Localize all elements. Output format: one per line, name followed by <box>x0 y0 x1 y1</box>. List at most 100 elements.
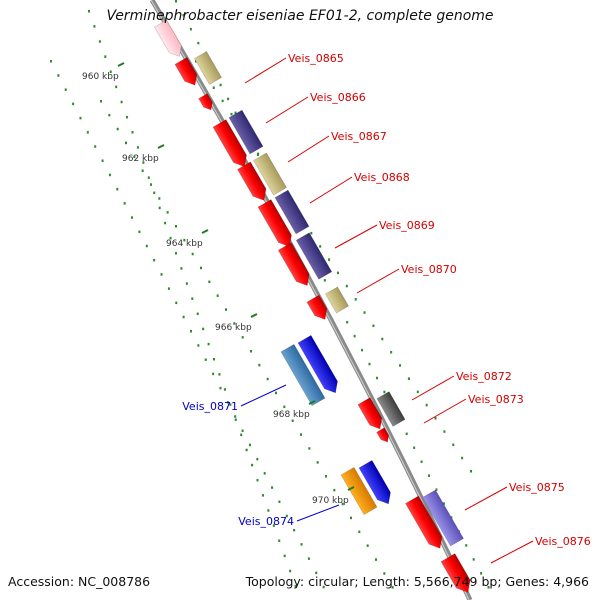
track-dot <box>153 191 156 195</box>
gene-label[interactable]: Veis_0868 <box>354 171 410 184</box>
gene-feature[interactable] <box>376 427 392 445</box>
track-dot <box>345 284 348 288</box>
gene-label[interactable]: Veis_0865 <box>288 52 344 65</box>
gene-feature[interactable] <box>440 553 475 597</box>
track-dot <box>72 102 75 106</box>
track-dot <box>234 418 237 421</box>
gene-feature[interactable] <box>212 119 251 171</box>
gene-feature[interactable] <box>228 109 264 155</box>
track-dot <box>126 115 129 119</box>
track-dot <box>131 216 134 219</box>
track-dot <box>368 362 371 366</box>
track-dot <box>174 252 177 255</box>
gene-feature[interactable] <box>277 242 313 289</box>
scale-tick-label: 968 kbp <box>273 410 310 420</box>
gene-label[interactable]: Veis_0869 <box>379 219 435 232</box>
track-dot <box>169 236 172 240</box>
gene-feature[interactable] <box>306 294 331 323</box>
gene-label[interactable]: Veis_0874 <box>238 515 294 528</box>
track-dot <box>267 509 270 512</box>
track-dot <box>381 337 384 341</box>
gene-feature[interactable] <box>154 19 185 60</box>
track-dot <box>248 443 251 447</box>
map-title: Verminephrobacter eiseniae EF01-2, compl… <box>106 8 494 24</box>
gene-feature[interactable] <box>274 189 310 235</box>
track-dot <box>425 403 428 407</box>
track-dot <box>145 244 148 248</box>
track-dot <box>200 266 202 270</box>
track-dot <box>182 315 185 319</box>
track-dot <box>487 586 490 589</box>
track-dot <box>191 297 194 300</box>
track-dot <box>341 502 344 506</box>
track-dot <box>116 187 119 191</box>
gene-feature[interactable] <box>376 391 406 427</box>
track-dot <box>399 364 402 367</box>
gene-label-leader <box>240 384 287 407</box>
gene-feature[interactable] <box>358 459 395 507</box>
track-dot <box>251 463 254 467</box>
track-dot <box>175 301 178 305</box>
track-dot <box>160 273 163 276</box>
track-dot <box>480 572 483 575</box>
gene-feature[interactable] <box>174 57 201 88</box>
gene-label[interactable]: Veis_0876 <box>535 535 591 548</box>
gene-feature[interactable] <box>405 495 447 552</box>
track-dot <box>202 327 205 331</box>
gene-label[interactable]: Veis_0866 <box>310 91 366 104</box>
gene-label-leader <box>490 540 534 564</box>
track-dot <box>452 443 455 447</box>
track-dot <box>100 100 102 103</box>
track-dot <box>185 282 188 285</box>
track-dot <box>300 543 303 546</box>
track-dot <box>108 173 111 177</box>
track-dot <box>319 245 322 248</box>
gene-label[interactable]: Veis_0875 <box>509 481 565 494</box>
gene-label[interactable]: Veis_0871 <box>182 400 238 413</box>
gene-label[interactable]: Veis_0873 <box>468 393 524 406</box>
track-dot <box>413 446 416 450</box>
track-dot <box>353 334 356 338</box>
track-dot <box>443 430 446 433</box>
track-dot <box>207 342 210 346</box>
gene-feature[interactable] <box>340 466 378 516</box>
gene-feature[interactable] <box>295 232 333 280</box>
scale-tick-label: 964 kbp <box>166 239 203 249</box>
track-dot <box>416 390 419 394</box>
gene-feature[interactable] <box>422 489 464 547</box>
track-dot <box>116 127 119 131</box>
track-dot <box>182 13 185 17</box>
gene-feature[interactable] <box>257 199 296 251</box>
track-dot <box>333 488 336 492</box>
track-dot <box>328 258 331 261</box>
track-dot <box>57 74 60 77</box>
track-dot <box>212 372 215 376</box>
gene-feature[interactable] <box>253 152 287 196</box>
track-dot <box>366 544 369 547</box>
scale-tick-mark <box>308 400 316 405</box>
gene-label[interactable]: Veis_0867 <box>331 130 387 143</box>
track-dot <box>383 572 386 575</box>
track-dot <box>183 238 186 242</box>
gene-feature[interactable] <box>194 51 222 85</box>
track-dot <box>180 267 183 270</box>
gene-feature[interactable] <box>237 161 271 204</box>
track-dot <box>196 312 199 316</box>
track-dot <box>361 348 364 352</box>
track-dot <box>158 197 161 200</box>
track-dot <box>363 311 366 314</box>
gene-feature[interactable] <box>297 335 342 396</box>
track-dot <box>98 40 101 43</box>
genome-summary-text: Topology: circular; Length: 5,566,749 bp… <box>245 574 589 589</box>
track-dot <box>256 457 259 461</box>
track-dot <box>212 86 215 89</box>
track-dot <box>275 391 277 395</box>
gene-label[interactable]: Veis_0870 <box>401 263 457 276</box>
gene-feature[interactable] <box>357 397 386 433</box>
gene-feature[interactable] <box>325 286 349 314</box>
gene-feature[interactable] <box>198 93 216 113</box>
track-dot <box>461 456 464 460</box>
gene-feature[interactable] <box>280 344 326 406</box>
track-dot <box>131 131 134 134</box>
gene-label[interactable]: Veis_0872 <box>456 370 512 383</box>
